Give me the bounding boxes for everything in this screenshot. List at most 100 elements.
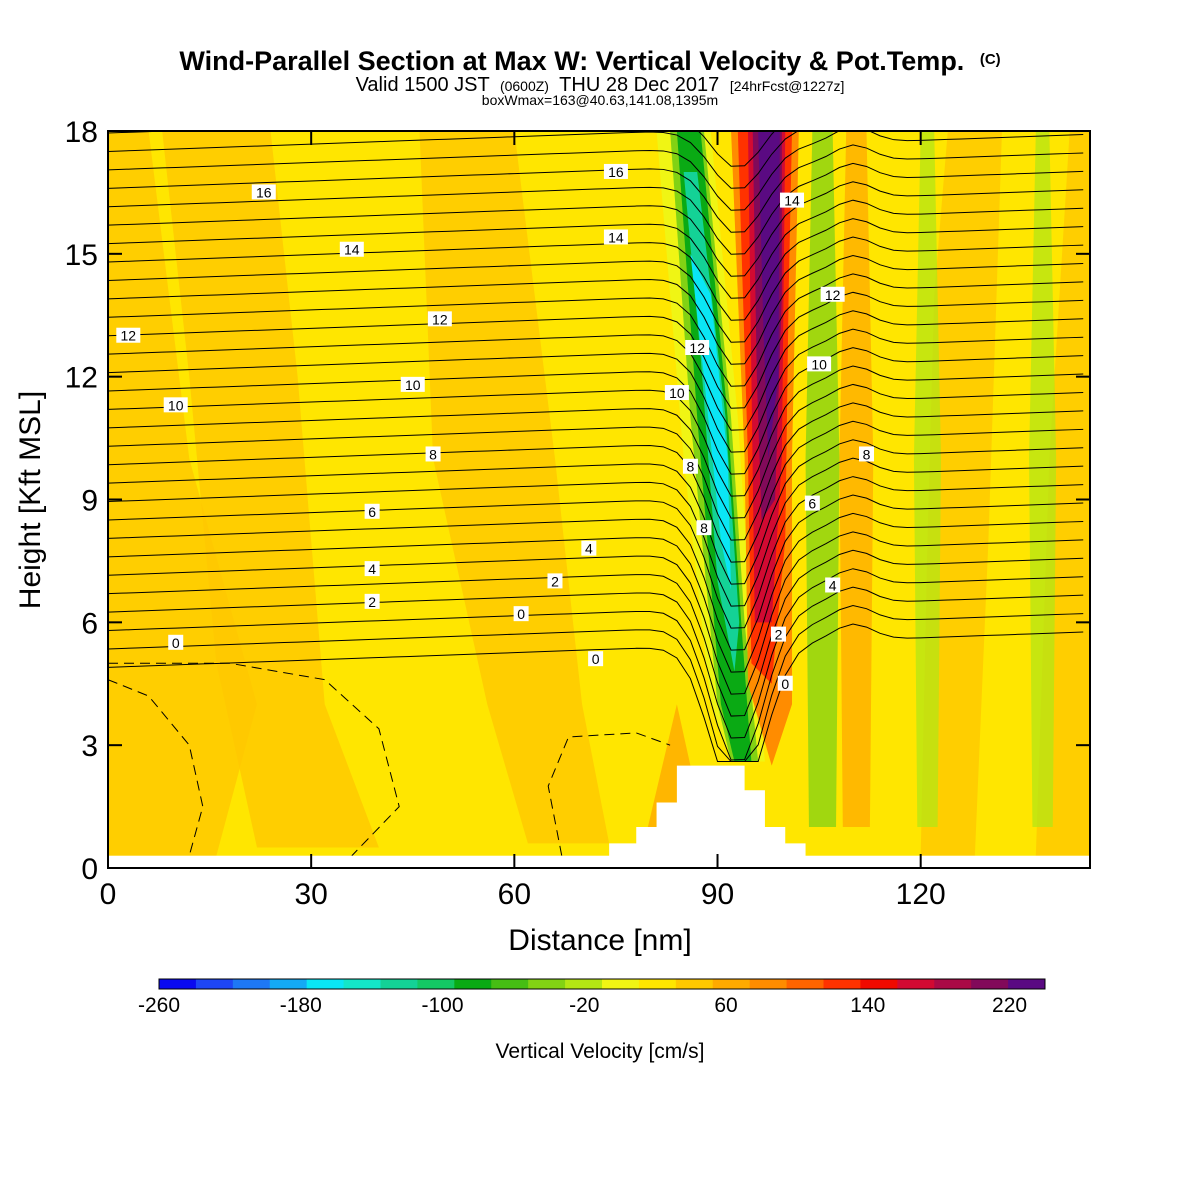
colorbar-tick-label: -260 bbox=[138, 994, 180, 1017]
contour-label: 2 bbox=[547, 573, 563, 589]
colorbar-swatch bbox=[159, 979, 197, 989]
contour-label: 16 bbox=[603, 163, 628, 180]
theta-isoline bbox=[108, 273, 1084, 387]
colorbar-tick-label: 140 bbox=[850, 994, 885, 1017]
colorbar-swatch bbox=[232, 979, 271, 989]
chart-subtitle: Valid 1500 JST (0600Z) THU 28 Dec 2017 [… bbox=[356, 74, 845, 96]
contour-label-text: 4 bbox=[585, 541, 593, 557]
theta-isoline bbox=[108, 549, 1084, 717]
contour-label-text: 8 bbox=[429, 446, 437, 462]
colorbar-swatch bbox=[638, 979, 677, 989]
theta-isoline bbox=[108, 586, 1084, 761]
terrain bbox=[609, 765, 806, 868]
x-axis-label: Distance [nm] bbox=[508, 924, 691, 957]
plot-area: 16 14 12 12 10 10 8 6 4 2 0 16 14 4 2 0 0 12 10 8 8 14 12 10 8 6 4… bbox=[108, 131, 1090, 868]
colorbar-tick-label: -100 bbox=[422, 994, 464, 1017]
contour-label: 0 bbox=[168, 634, 184, 651]
contour-label-text: 8 bbox=[700, 520, 708, 536]
theta-isoline bbox=[108, 494, 1084, 651]
contour-label: 4 bbox=[581, 540, 597, 557]
x-tick-label: 60 bbox=[498, 878, 531, 911]
subtitle-forecast: [24hrFcst@1227z] bbox=[730, 78, 845, 94]
contour-label: 14 bbox=[603, 229, 628, 245]
theta-isoline bbox=[108, 236, 1084, 343]
contour-label-text: 0 bbox=[592, 651, 600, 667]
theta-isoline bbox=[108, 568, 1084, 739]
y-tick-label: 6 bbox=[81, 607, 98, 640]
contour-label: 0 bbox=[588, 651, 604, 667]
x-tick-label: 30 bbox=[294, 878, 327, 911]
theta-isoline bbox=[108, 420, 1084, 563]
theta-isoline bbox=[108, 383, 1084, 519]
colorbar-swatch bbox=[823, 979, 861, 989]
y-tick-label: 12 bbox=[65, 362, 98, 395]
colorbar-swatch bbox=[897, 979, 935, 989]
velocity-cell bbox=[1029, 131, 1057, 828]
colorbar-swatch bbox=[306, 979, 345, 989]
contour-label: 10 bbox=[400, 376, 425, 393]
contour-label: 4 bbox=[825, 577, 841, 593]
colorbar-swatch bbox=[528, 979, 566, 989]
colorbar-swatch bbox=[269, 979, 308, 989]
colorbar-swatch bbox=[602, 979, 640, 989]
colorbar-swatch bbox=[454, 979, 492, 989]
y-tick-label: 18 bbox=[65, 116, 98, 149]
contour-label-text: 6 bbox=[808, 496, 816, 512]
contour-label: 12 bbox=[685, 340, 710, 356]
subtitle-valid: Valid 1500 JST bbox=[356, 74, 490, 96]
contour-label-text: 10 bbox=[405, 377, 421, 393]
contour-label-text: 16 bbox=[256, 184, 272, 200]
contour-label: 12 bbox=[820, 286, 845, 303]
contour-label-text: 0 bbox=[781, 676, 789, 692]
colorbar-tick-label: -20 bbox=[569, 994, 599, 1017]
theta-isoline bbox=[108, 476, 1084, 629]
contour-label: 10 bbox=[807, 356, 832, 372]
colorbar-swatch bbox=[417, 979, 455, 989]
title-block: Wind-Parallel Section at Max W: Vertical… bbox=[179, 46, 1000, 108]
colorbar: -260 -180 -100 -20 60 140 220 bbox=[138, 978, 1046, 1017]
velocity-cell bbox=[913, 131, 942, 828]
colorbar-tick-label: 220 bbox=[992, 994, 1027, 1017]
contour-label-text: 4 bbox=[368, 561, 376, 577]
chart-subtitle2: boxWmax=163@40.63,141.08,1395m bbox=[482, 92, 718, 108]
colorbar-swatch bbox=[1008, 979, 1046, 989]
colorbar-swatch bbox=[343, 979, 381, 989]
contour-label: 0 bbox=[513, 606, 529, 622]
contour-label: 10 bbox=[664, 385, 689, 401]
contour-label-text: 10 bbox=[669, 385, 685, 401]
dashed-isoline bbox=[108, 662, 400, 857]
contour-label: 10 bbox=[163, 397, 188, 413]
theta-isoline bbox=[108, 199, 1084, 299]
theta-isoline bbox=[108, 347, 1084, 475]
ground-strip bbox=[108, 855, 1090, 868]
theta-isoline bbox=[108, 181, 1084, 277]
theta-isoline bbox=[108, 605, 1084, 763]
theta-contours bbox=[108, 131, 1084, 763]
theta-isoline bbox=[108, 439, 1084, 585]
contour-label: 6 bbox=[364, 503, 380, 520]
y-tick-label: 0 bbox=[81, 853, 98, 886]
contour-label-text: 6 bbox=[368, 504, 376, 520]
colorbar-swatch bbox=[786, 979, 824, 989]
contour-label-text: 2 bbox=[368, 594, 376, 610]
colorbar-swatch bbox=[749, 979, 788, 989]
contour-label-text: 12 bbox=[432, 311, 448, 327]
theta-isoline bbox=[108, 328, 1084, 453]
contour-label: 14 bbox=[339, 241, 364, 258]
x-tick-label: 120 bbox=[896, 878, 946, 911]
contour-label: 2 bbox=[364, 593, 380, 610]
contour-label-text: 12 bbox=[825, 287, 841, 303]
theta-isoline bbox=[108, 531, 1084, 695]
theta-isoline bbox=[108, 131, 799, 189]
theta-isoline bbox=[108, 310, 1084, 431]
theta-isoline bbox=[108, 254, 1084, 365]
contour-label: 12 bbox=[427, 311, 452, 327]
velocity-field-patch bbox=[643, 704, 691, 848]
theta-isoline bbox=[108, 291, 1084, 409]
velocity-cell bbox=[839, 131, 874, 828]
contour-label-text: 10 bbox=[168, 397, 184, 413]
contour-label: 16 bbox=[251, 184, 276, 200]
downdraft-band bbox=[690, 253, 732, 590]
colorbar-swatch bbox=[675, 979, 714, 989]
